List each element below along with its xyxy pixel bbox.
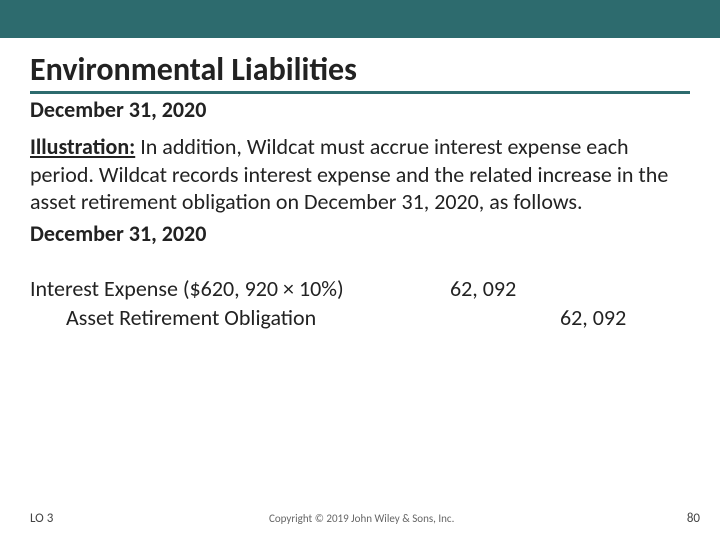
debit-account: Interest Expense ($620, 920 × 10%) [30,275,450,302]
debit-blank [560,275,670,302]
credit-blank [450,304,560,331]
journal-credit-row: Asset Retirement Obligation 62, 092 [30,304,690,331]
learning-objective: LO 3 [30,511,53,526]
slide-subtitle: December 31, 2020 [30,96,690,123]
credit-amount: 62, 092 [560,304,670,331]
illustration-text: Illustration: In addition, Wildcat must … [30,133,690,216]
journal-debit-row: Interest Expense ($620, 920 × 10%) 62, 0… [30,275,690,302]
debit-amount: 62, 092 [450,275,560,302]
page-number: 80 [670,511,700,526]
slide-content: Environmental Liabilities December 31, 2… [0,38,720,331]
entry-date: December 31, 2020 [30,220,690,247]
journal-entry: Interest Expense ($620, 920 × 10%) 62, 0… [30,275,690,331]
slide-title: Environmental Liabilities [30,50,690,94]
header-bar [0,0,720,38]
copyright-text: Copyright © 2019 John Wiley & Sons, Inc. [53,512,670,525]
illustration-label: Illustration: [30,133,135,160]
footer: LO 3 Copyright © 2019 John Wiley & Sons,… [0,511,720,526]
credit-account: Asset Retirement Obligation [30,304,450,331]
